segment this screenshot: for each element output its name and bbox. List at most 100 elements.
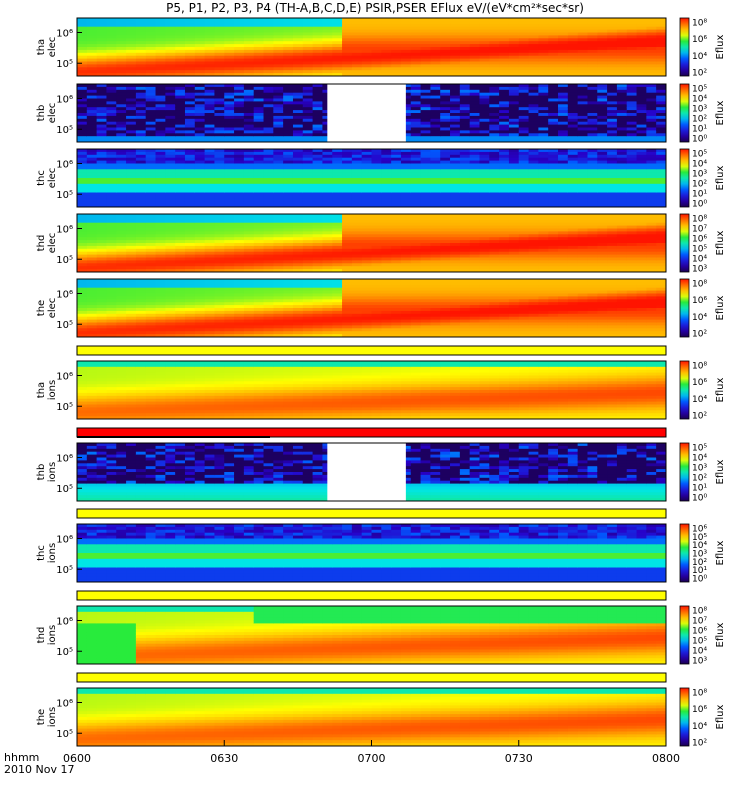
y-axis-label: the [36,300,47,316]
y-axis-label: ions [47,543,58,563]
time-unit-label: hhmm [4,751,40,764]
x-tick-label: 0600 [63,752,91,765]
colorbar [679,213,690,273]
colorbar-tick-label: 10⁴ [692,541,707,551]
colorbar-tick-label: 10² [692,739,707,749]
separator-strip [76,672,667,683]
data-gap [327,84,406,142]
y-axis-label: tha [36,39,47,55]
colorbar-label: Eflux [715,100,726,125]
colorbar-tick-label: 10³ [692,464,707,474]
colorbar-label: Eflux [715,459,726,484]
date-label: 2010 Nov 17 [4,763,75,776]
y-axis-label: elec [47,103,58,124]
colorbar-tick-label: 10⁵ [692,85,707,95]
y-tick-label: 10⁵ [56,255,73,266]
y-axis-label: thd [36,627,47,644]
colorbar-label: Eflux [715,34,726,59]
y-axis-label: thd [36,235,47,252]
y-tick-label: 10⁶ [56,372,73,383]
y-axis-label: ions [47,462,58,482]
colorbar-tick-label: 10⁶ [692,525,707,535]
y-tick-label: 10⁵ [56,565,73,576]
colorbar-tick-label: 10⁴ [692,395,707,405]
y-tick-label: 10⁵ [56,729,73,740]
colorbar-tick-label: 10⁵ [692,533,707,543]
y-tick-label: 10⁶ [56,95,73,106]
y-tick-label: 10⁶ [56,699,73,710]
colorbar-label: Eflux [715,540,726,565]
plot-frame [76,148,667,208]
panel-tha-ions: 10⁶ 10⁵ tha ions 10⁸ 10⁶ 10⁴ 10² Eflux [36,360,726,422]
colorbar [679,148,690,208]
y-tick-label: 10⁵ [56,59,73,70]
colorbar-tick-label: 10⁴ [692,722,707,732]
colorbar [679,687,690,747]
colorbar-tick-label: 10⁸ [692,19,707,29]
colorbar-label: Eflux [715,622,726,647]
panel-tha-elec: 10⁶ 10⁵ tha elec 10⁸ 10⁶ 10⁴ 10² Eflux [36,17,726,79]
colorbar-tick-label: 10² [692,69,707,79]
y-axis-label: elec [47,168,58,189]
colorbar-tick-label: 10¹ [692,125,707,135]
colorbar-tick-label: 10⁸ [692,689,707,699]
y-tick-label: 10⁵ [56,190,73,201]
colorbar-tick-label: 10⁶ [692,235,707,245]
y-axis-label: thc [36,545,47,561]
y-tick-label: 10⁵ [56,484,73,495]
y-tick-label: 10⁶ [56,160,73,171]
colorbar-label: Eflux [715,295,726,320]
y-axis-label: ions [47,625,58,645]
colorbar [679,605,690,665]
colorbar [679,83,690,143]
panel-the-elec: 10⁶ 10⁵ the elec 10⁸ 10⁶ 10⁴ 10² Eflux [36,278,726,340]
y-axis-label: tha [36,382,47,398]
colorbar-tick-label: 10² [692,558,707,568]
plot-frame [76,278,667,338]
colorbar-tick-label: 10¹ [692,484,707,494]
colorbar-tick-label: 10³ [692,550,707,560]
y-tick-label: 10⁵ [56,320,73,331]
colorbar-tick-label: 10⁷ [692,617,707,627]
y-tick-label: 10⁶ [56,225,73,236]
colorbar-tick-label: 10¹ [692,566,707,576]
separator-strip [76,590,667,601]
colorbar-tick-label: 10³ [692,170,707,180]
colorbar [679,17,690,77]
plot-frame [76,605,667,665]
colorbar-tick-label: 10⁶ [692,35,707,45]
y-axis-label: ions [47,707,58,727]
y-axis-label: thb [36,105,47,122]
colorbar-label: Eflux [715,377,726,402]
colorbar-tick-label: 10⁶ [692,705,707,715]
colorbar-tick-label: 10⁵ [692,444,707,454]
data-gap [327,443,406,501]
y-tick-label: 10⁶ [56,617,73,628]
colorbar-tick-label: 10² [692,330,707,340]
colorbar-tick-label: 10⁴ [692,52,707,62]
plot-frame [76,83,667,143]
colorbar-tick-label: 10² [692,180,707,190]
y-tick-label: 10⁵ [56,125,73,136]
colorbar-tick-label: 10⁶ [692,627,707,637]
colorbar [679,523,690,583]
colorbar-tick-label: 10⁴ [692,647,707,657]
colorbar-tick-label: 10³ [692,105,707,115]
y-axis-label: elec [47,233,58,254]
colorbar [679,360,690,420]
colorbar-tick-label: 10⁸ [692,215,707,225]
x-tick-label: 0800 [652,752,680,765]
colorbar-tick-label: 10³ [692,657,707,667]
colorbar-tick-label: 10⁷ [692,225,707,235]
y-axis-label: thc [36,170,47,186]
colorbar-tick-label: 10¹ [692,190,707,200]
x-tick-label: 0730 [505,752,533,765]
plot-frame [76,442,667,502]
colorbar-tick-label: 10² [692,115,707,125]
